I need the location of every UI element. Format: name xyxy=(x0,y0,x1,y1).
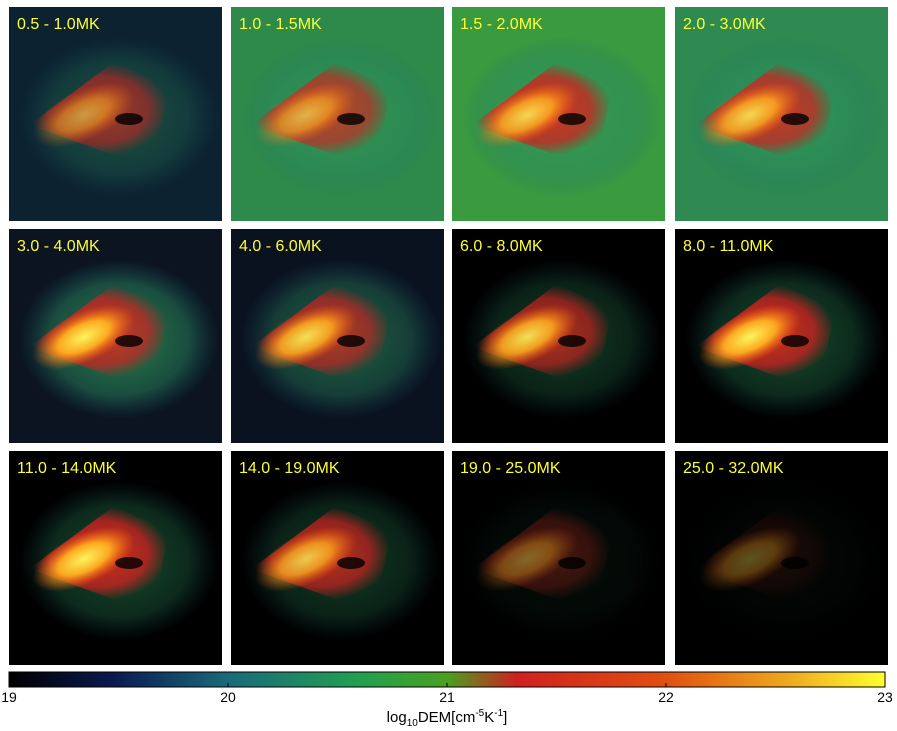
dark-core xyxy=(558,557,586,569)
panel-label: 3.0 - 4.0MK xyxy=(17,238,100,255)
panel-label: 25.0 - 32.0MK xyxy=(683,460,784,477)
dark-core xyxy=(337,335,365,347)
panel-label: 14.0 - 19.0MK xyxy=(239,460,340,477)
panel-label: 2.0 - 3.0MK xyxy=(683,16,766,33)
panel-label: 0.5 - 1.0MK xyxy=(17,16,100,33)
label-part: 10 xyxy=(407,718,419,729)
dark-core xyxy=(558,113,586,125)
dark-core xyxy=(558,335,586,347)
panel-grid: 0.5 - 1.0MK 1.0 - 1.5MK 1.5 - 2.0MK 2.0 - 3… xyxy=(9,7,888,665)
figure: 0.5 - 1.0MK 1.0 - 1.5MK 1.5 - 2.0MK 2.0 - 3… xyxy=(0,0,897,731)
panel: 8.0 - 11.0MK xyxy=(675,229,888,443)
dark-core xyxy=(337,113,365,125)
panel-label: 11.0 - 14.0MK xyxy=(17,460,117,477)
tick-label: 19 xyxy=(1,689,17,705)
panel: 2.0 - 3.0MK xyxy=(675,7,888,221)
dark-core xyxy=(115,557,143,569)
dark-core xyxy=(781,335,809,347)
dark-core xyxy=(115,335,143,347)
dark-core xyxy=(337,557,365,569)
panel: 0.5 - 1.0MK xyxy=(9,7,222,221)
panel: 4.0 - 6.0MK xyxy=(231,229,444,443)
tick-label: 20 xyxy=(220,689,236,705)
panel: 14.0 - 19.0MK xyxy=(231,451,444,665)
dark-core xyxy=(115,113,143,125)
panel: 11.0 - 14.0MK xyxy=(9,451,222,665)
panel: 19.0 - 25.0MK xyxy=(452,451,665,665)
panel: 25.0 - 32.0MK xyxy=(675,451,888,665)
panel: 3.0 - 4.0MK xyxy=(9,229,222,443)
dark-core xyxy=(781,113,809,125)
dark-core xyxy=(781,557,809,569)
panel-label: 1.5 - 2.0MK xyxy=(460,16,543,33)
label-part: K xyxy=(484,709,494,726)
panel-label: 4.0 - 6.0MK xyxy=(239,238,322,255)
panel: 1.0 - 1.5MK xyxy=(231,7,444,221)
tick-label: 23 xyxy=(877,689,893,705)
panel: 6.0 - 8.0MK xyxy=(452,229,665,443)
panel: 1.5 - 2.0MK xyxy=(452,7,665,221)
colorbar-label: log10DEM[cm-5K-1] xyxy=(387,708,508,729)
panel-label: 8.0 - 11.0MK xyxy=(683,238,774,255)
panel-label: 19.0 - 25.0MK xyxy=(460,460,561,477)
tick-label: 21 xyxy=(439,689,455,705)
tick-label: 22 xyxy=(658,689,674,705)
panel-label: 1.0 - 1.5MK xyxy=(239,16,322,33)
panel-label: 6.0 - 8.0MK xyxy=(460,238,543,255)
label-part: ] xyxy=(503,709,507,726)
label-part: log xyxy=(387,709,407,726)
label-part: DEM[cm xyxy=(418,709,476,726)
